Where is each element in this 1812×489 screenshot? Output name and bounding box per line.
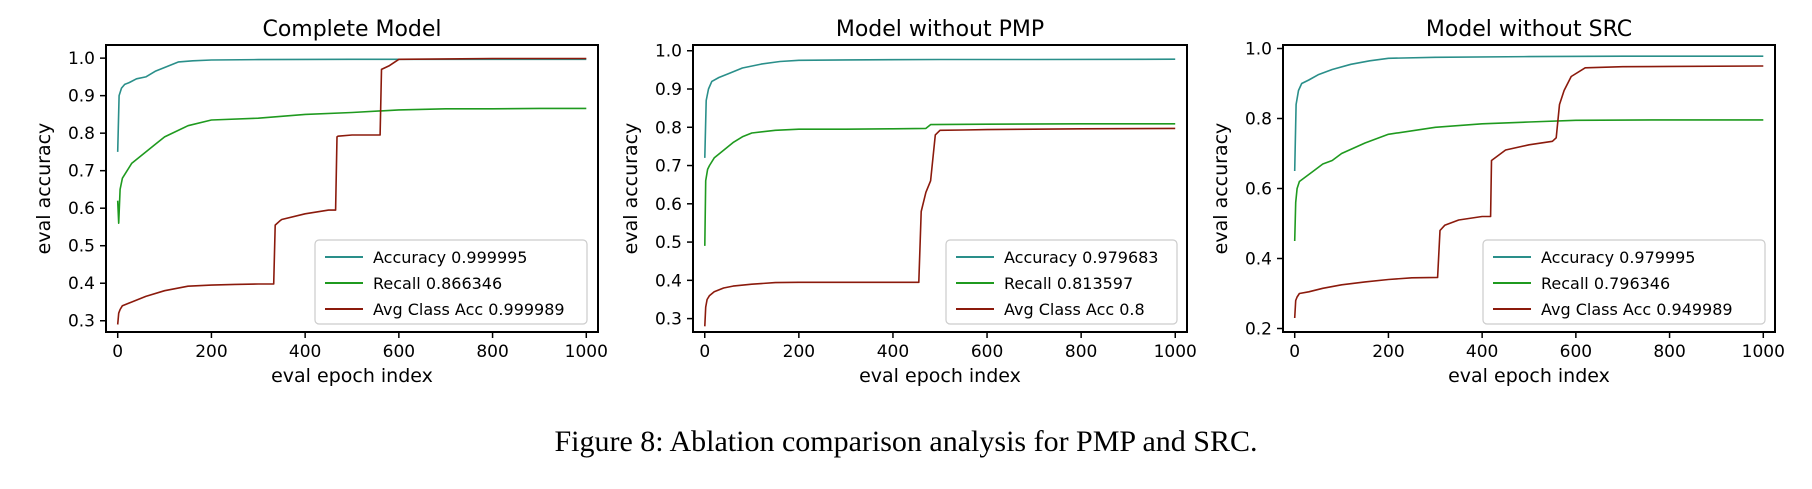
x-tick-label: 400 — [289, 342, 321, 362]
legend-box — [945, 239, 1178, 325]
legend-label: Accuracy 0.979683 — [1004, 248, 1158, 267]
legend-label: Avg Class Acc 0.999989 — [373, 300, 565, 319]
y-tick-label: 0.3 — [68, 312, 95, 332]
legend: Accuracy 0.979995 Recall 0.796346 Avg Clas… — [1482, 239, 1766, 325]
y-tick-label: 0.4 — [655, 271, 682, 291]
x-tick-label: 0 — [112, 342, 123, 362]
legend-label: Avg Class Acc 0.8 — [1004, 300, 1145, 319]
series-line-recall — [704, 123, 1176, 246]
x-tick-label: 600 — [383, 342, 415, 362]
legend-label: Avg Class Acc 0.949989 — [1541, 300, 1733, 319]
chart-panel-2: Model without PMP 0 200 400 600 800 1000 0.3 0.4… — [620, 17, 1197, 387]
x-tick-label: 800 — [1065, 342, 1097, 362]
x-tick-label: 0 — [1289, 342, 1300, 362]
x-tick-label: 400 — [877, 342, 909, 362]
x-tick-label: 1000 — [1742, 342, 1785, 362]
axes-frame — [692, 44, 1188, 333]
y-tick-label: 1.0 — [1245, 40, 1272, 60]
series-line-accuracy — [1293, 55, 1764, 172]
x-axis-label: eval epoch index — [1448, 365, 1610, 387]
series-line-avg-class-acc — [1293, 65, 1764, 319]
x-tick-label: 600 — [971, 342, 1003, 362]
legend-label: Recall 0.796346 — [1541, 274, 1670, 293]
chart-title: Model without SRC — [1426, 17, 1632, 42]
y-tick-label: 0.8 — [68, 124, 95, 144]
x-tick-label: 200 — [1372, 342, 1404, 362]
legend-box — [314, 239, 588, 325]
x-tick-label: 0 — [699, 342, 710, 362]
y-tick-label: 0.8 — [655, 118, 682, 138]
y-tick-label: 0.2 — [1245, 320, 1272, 340]
x-tick-label: 200 — [195, 342, 227, 362]
y-tick-label: 0.5 — [655, 233, 682, 253]
y-tick-label: 1.0 — [655, 42, 682, 62]
figure-caption: Figure 8: Ablation comparison analysis f… — [554, 425, 1258, 458]
y-tick-label: 0.4 — [1245, 250, 1272, 270]
y-tick-label: 0.7 — [68, 162, 95, 182]
series-line-avg-class-acc — [116, 57, 587, 325]
y-tick-label: 0.8 — [1245, 110, 1272, 130]
x-axis-label: eval epoch index — [271, 365, 433, 387]
y-axis-label: eval accuracy — [1210, 123, 1232, 255]
y-tick-label: 0.4 — [68, 274, 95, 294]
series-group — [116, 57, 587, 325]
chart-panel-3: Model without SRC 0 200 400 600 800 1000 0.2 0.4… — [1210, 17, 1785, 387]
x-tick-label: 600 — [1560, 342, 1592, 362]
y-tick-label: 0.5 — [68, 237, 95, 257]
chart-title: Model without PMP — [836, 17, 1044, 42]
y-tick-label: 0.9 — [655, 80, 682, 100]
legend: Accuracy 0.999995 Recall 0.866346 Avg Clas… — [314, 239, 588, 325]
series-group — [1293, 55, 1764, 319]
x-tick-label: 400 — [1466, 342, 1498, 362]
series-line-accuracy — [116, 58, 587, 152]
series-line-recall — [116, 107, 587, 224]
x-tick-label: 1000 — [1154, 342, 1197, 362]
legend-label: Accuracy 0.999995 — [373, 248, 527, 267]
x-tick-label: 800 — [1653, 342, 1685, 362]
chart-panel-1: Complete Model 0 200 400 600 800 1000 0.3 0.4 0.5… — [33, 17, 608, 387]
series-group — [704, 58, 1176, 327]
series-line-avg-class-acc — [704, 127, 1176, 327]
y-tick-label: 1.0 — [68, 49, 95, 69]
chart-title: Complete Model — [262, 17, 441, 42]
y-axis-label: eval accuracy — [33, 123, 55, 255]
y-tick-label: 0.7 — [655, 157, 682, 177]
series-line-recall — [1293, 119, 1764, 242]
y-tick-label: 0.6 — [1245, 180, 1272, 200]
x-axis-label: eval epoch index — [859, 365, 1021, 387]
x-tick-label: 200 — [783, 342, 815, 362]
y-tick-label: 0.9 — [68, 87, 95, 107]
legend-box — [1482, 239, 1766, 325]
y-tick-label: 0.3 — [655, 310, 682, 330]
y-tick-label: 0.6 — [68, 199, 95, 219]
y-tick-label: 0.6 — [655, 195, 682, 215]
legend: Accuracy 0.979683 Recall 0.813597 Avg Clas… — [945, 239, 1178, 325]
x-tick-label: 1000 — [565, 342, 608, 362]
legend-label: Accuracy 0.979995 — [1541, 248, 1695, 267]
axes-frame — [105, 44, 599, 333]
y-axis-label: eval accuracy — [620, 123, 642, 255]
legend-label: Recall 0.866346 — [373, 274, 502, 293]
x-tick-label: 800 — [476, 342, 508, 362]
legend-label: Recall 0.813597 — [1004, 274, 1133, 293]
series-line-accuracy — [704, 58, 1176, 158]
